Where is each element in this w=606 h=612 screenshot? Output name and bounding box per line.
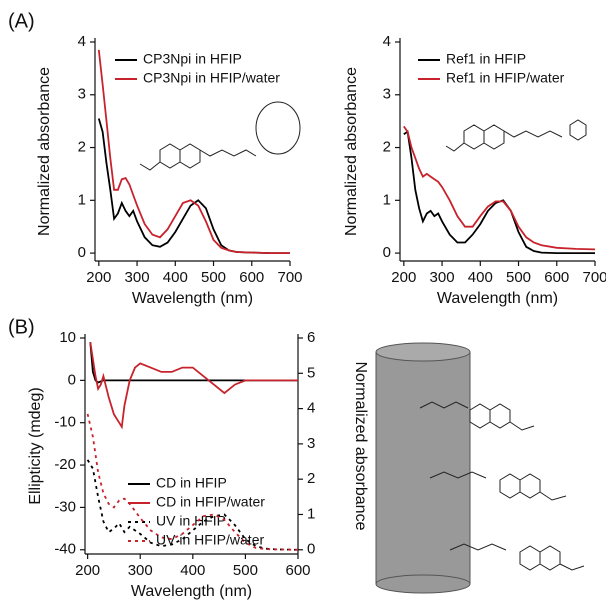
y-tick-label: 0 <box>68 371 76 388</box>
series-line <box>403 125 596 251</box>
x-tick-label: 500 <box>233 562 258 579</box>
legend-label: Ref1 in HFIP/water <box>446 70 565 86</box>
x-tick-label: 300 <box>430 269 455 286</box>
x-tick-label: 500 <box>506 269 531 286</box>
molecule-sketch <box>419 401 585 571</box>
x-tick-label: 600 <box>239 269 264 286</box>
x-tick-label: 300 <box>128 562 153 579</box>
legend-label: CD in HFIP/water <box>156 494 265 510</box>
x-tick-label: 300 <box>125 269 150 286</box>
y-tick-label: -20 <box>54 456 76 473</box>
cylinder-diagram <box>375 342 471 594</box>
y2-tick-label: 4 <box>307 400 315 417</box>
x-tick-label: 200 <box>391 269 416 286</box>
legend-label: CP3Npi in HFIP <box>143 51 242 67</box>
molecule-sketch <box>139 101 587 171</box>
legend-label: Ref1 in HFIP <box>446 51 526 67</box>
x-tick-label: 200 <box>75 562 100 579</box>
y-axis-label: Normalized absorbance <box>36 67 53 236</box>
series-line <box>86 413 299 551</box>
x-axis-label: Wavelength (nm) <box>437 290 558 307</box>
y-tick-label: -10 <box>54 414 76 431</box>
y2-tick-label: 2 <box>307 470 315 487</box>
y-tick-label: 4 <box>78 33 86 50</box>
series-line <box>89 342 298 430</box>
y-tick-label: 1 <box>383 191 391 208</box>
y-tick-label: 10 <box>59 329 76 346</box>
y2-tick-label: 5 <box>307 364 315 381</box>
y-tick-label: 0 <box>383 244 391 261</box>
legend-label: UV in HFIP/water <box>156 532 264 548</box>
y2-tick-label: 1 <box>307 505 315 522</box>
legend-label: UV in HFIP <box>156 513 226 529</box>
legend-label: CD in HFIP <box>156 475 227 491</box>
y-tick-label: 2 <box>383 139 391 156</box>
y-tick-label: 3 <box>383 86 391 103</box>
x-tick-label: 200 <box>86 269 111 286</box>
panel-label: (A) <box>8 10 35 32</box>
panel-label: (B) <box>8 316 35 338</box>
series-line <box>97 49 290 254</box>
series-line <box>89 342 298 384</box>
y-tick-label: 3 <box>78 86 86 103</box>
y2-tick-label: 6 <box>307 329 315 346</box>
y-tick-label: -40 <box>54 541 76 558</box>
series-line <box>403 130 595 254</box>
y2-tick-label: 0 <box>307 541 315 558</box>
x-tick-label: 500 <box>201 269 226 286</box>
x-axis-label: Wavelength (nm) <box>131 583 252 600</box>
y-axis-label: Normalized absorbance <box>343 67 360 236</box>
y-axis-label: Ellipticity (mdeg) <box>27 387 44 504</box>
x-tick-label: 700 <box>277 269 302 286</box>
x-tick-label: 700 <box>582 269 606 286</box>
legend-label: CP3Npi in HFIP/water <box>143 70 280 86</box>
y-tick-label: 1 <box>78 191 86 208</box>
y-tick-label: -30 <box>54 498 76 515</box>
y2-axis-label: Normalized absorbance <box>352 362 369 531</box>
y-tick-label: 0 <box>78 244 86 261</box>
x-tick-label: 400 <box>163 269 188 286</box>
y-tick-label: 2 <box>78 139 86 156</box>
x-axis-label: Wavelength (nm) <box>132 290 253 307</box>
y2-tick-label: 3 <box>307 435 315 452</box>
x-tick-label: 600 <box>285 562 310 579</box>
x-tick-label: 400 <box>180 562 205 579</box>
x-tick-label: 600 <box>544 269 569 286</box>
x-tick-label: 400 <box>468 269 493 286</box>
y-tick-label: 4 <box>383 33 391 50</box>
series-line <box>97 118 290 254</box>
